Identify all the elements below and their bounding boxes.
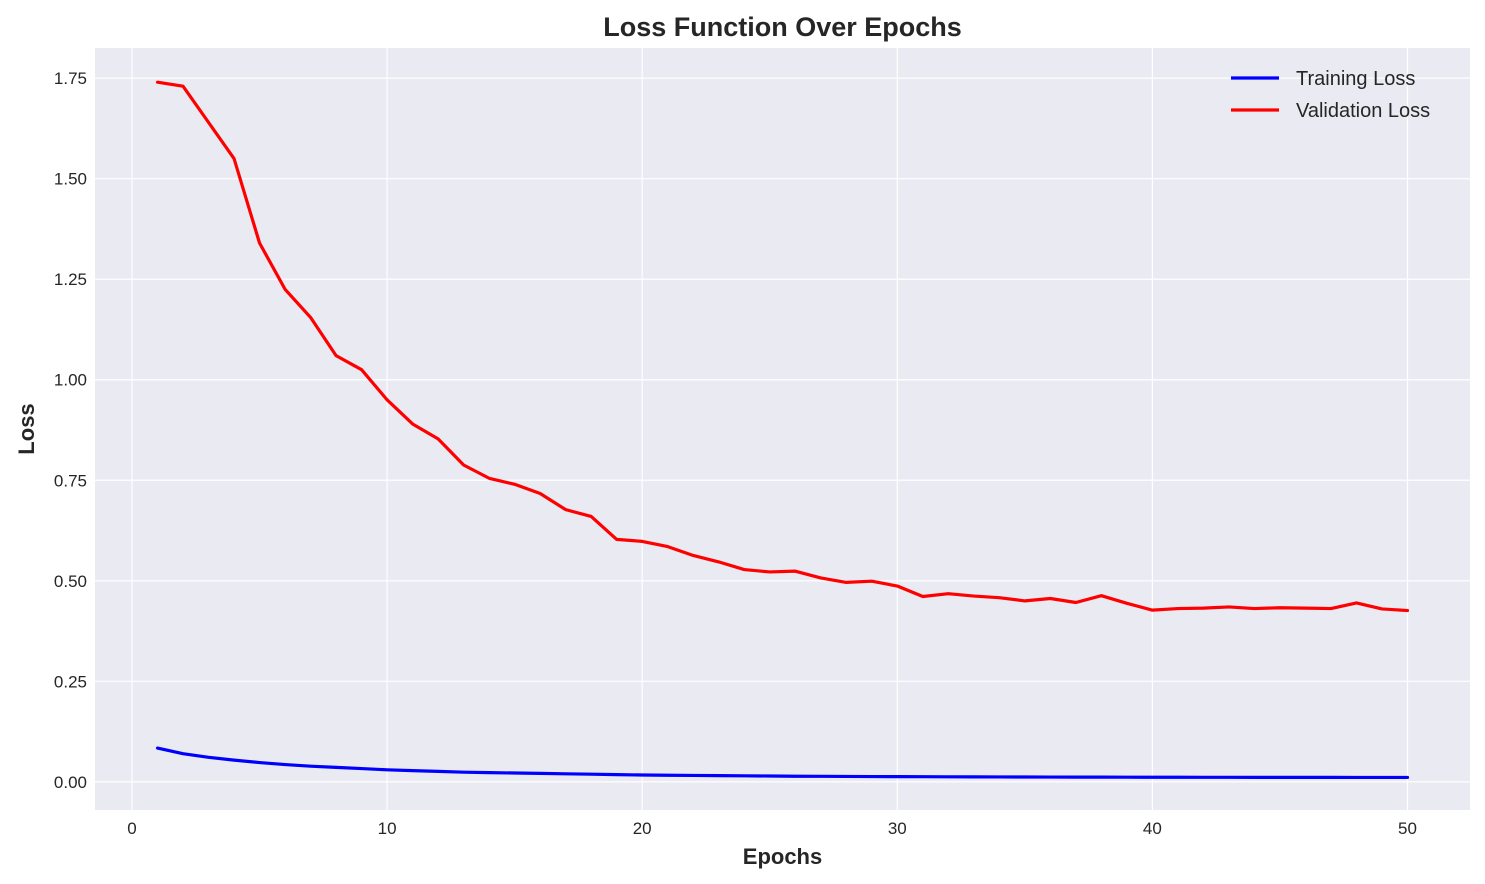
series-line-training-loss (155, 746, 1410, 780)
y-axis-label: Loss (14, 403, 39, 454)
legend: Training Loss Validation Loss (1231, 68, 1430, 122)
y-tick-label: 0.25 (54, 672, 87, 691)
y-tick-label: 0.00 (54, 773, 87, 792)
x-tick-label: 50 (1398, 819, 1417, 838)
chart-title: Loss Function Over Epochs (603, 12, 962, 42)
x-tick-label: 30 (888, 819, 907, 838)
y-axis-ticks: 0.00 0.25 0.50 0.75 1.00 1.25 1.50 1.75 (54, 69, 87, 792)
x-tick-label: 40 (1143, 819, 1162, 838)
legend-label-validation-loss: Validation Loss (1296, 100, 1430, 122)
y-tick-label: 0.75 (54, 471, 87, 490)
y-tick-label: 1.25 (54, 270, 87, 289)
plot-area (95, 48, 1470, 810)
legend-label-training-loss: Training Loss (1296, 68, 1415, 90)
series-line-validation-loss (155, 80, 1410, 613)
x-tick-label: 20 (633, 819, 652, 838)
series-lines (155, 80, 1410, 780)
y-tick-label: 1.50 (54, 170, 87, 189)
y-tick-label: 1.00 (54, 371, 87, 390)
x-tick-label: 0 (127, 819, 136, 838)
y-tick-label: 0.50 (54, 572, 87, 591)
y-tick-label: 1.75 (54, 69, 87, 88)
x-tick-label: 10 (378, 819, 397, 838)
x-axis-ticks: 0 10 20 30 40 50 (127, 819, 1417, 838)
x-axis-label: Epochs (743, 844, 822, 869)
